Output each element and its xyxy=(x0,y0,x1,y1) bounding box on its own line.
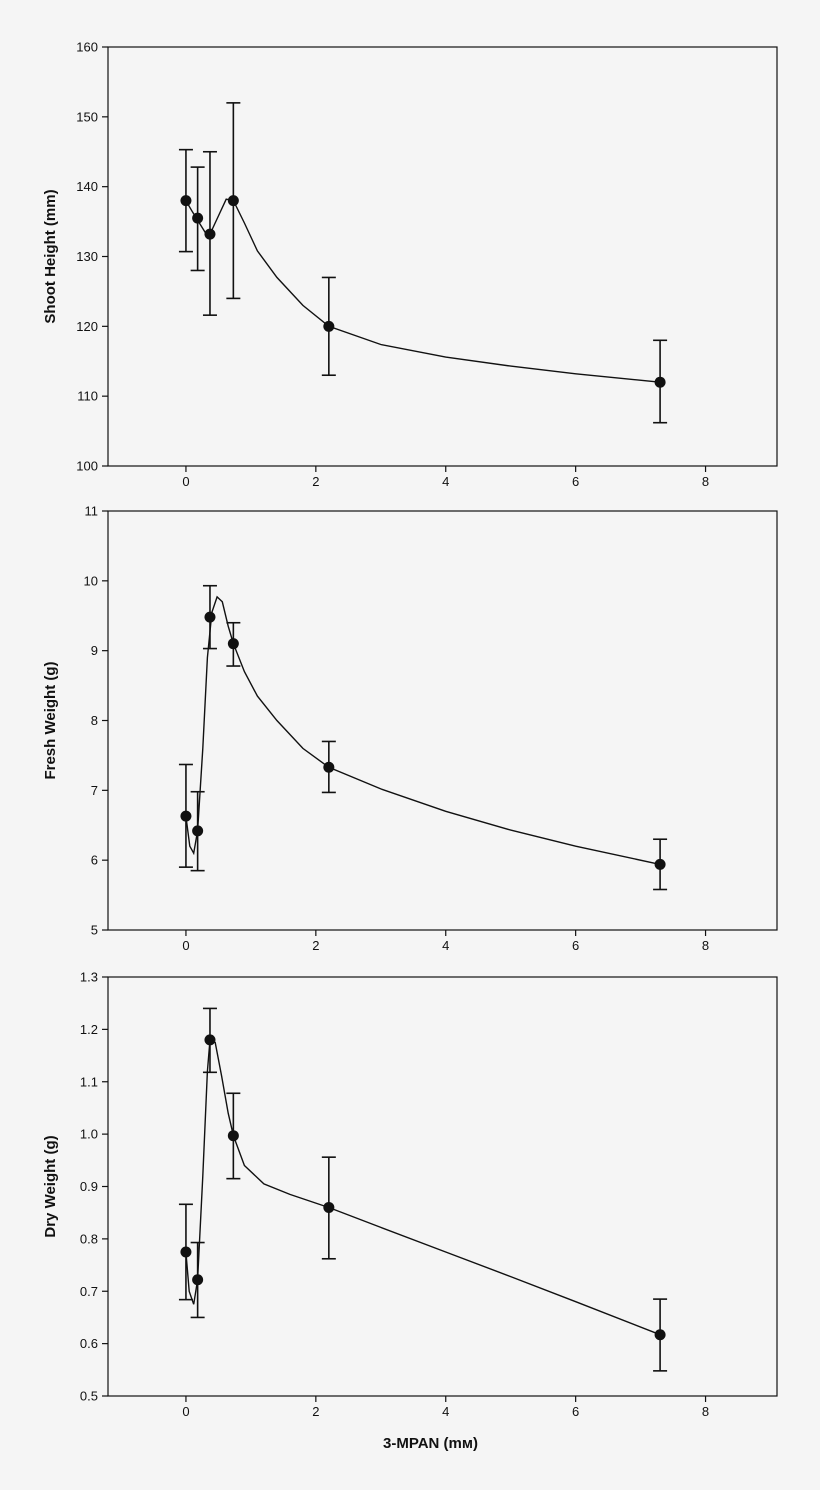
y-tick-label: 0.8 xyxy=(80,1231,98,1246)
y-tick-label: 1.0 xyxy=(80,1127,98,1142)
x-tick-label: 2 xyxy=(312,474,319,489)
y-tick-label: 6 xyxy=(91,853,98,868)
y-tick-label: 120 xyxy=(76,319,98,334)
data-point xyxy=(654,1329,666,1341)
y-tick-label: 5 xyxy=(91,923,98,938)
y-tick-label: 8 xyxy=(91,713,98,728)
plot-frame xyxy=(107,46,778,467)
data-point xyxy=(654,376,666,388)
data-point xyxy=(180,195,192,207)
x-tick-label: 8 xyxy=(702,938,709,953)
y-tick-label: 0.5 xyxy=(80,1389,98,1404)
y-tick-label: 7 xyxy=(91,783,98,798)
y-tick-label: 1.1 xyxy=(80,1074,98,1089)
x-tick-label: 0 xyxy=(182,1404,189,1419)
data-point xyxy=(654,858,666,870)
x-tick-label: 6 xyxy=(572,1404,579,1419)
y-tick-label: 0.7 xyxy=(80,1284,98,1299)
x-axis-label: 3-MPAN (mм) xyxy=(383,1435,478,1452)
y-tick-label: 140 xyxy=(76,179,98,194)
data-point xyxy=(192,825,204,837)
x-tick-label: 0 xyxy=(182,938,189,953)
y-tick-label: 1.2 xyxy=(80,1022,98,1037)
x-tick-label: 6 xyxy=(572,938,579,953)
data-point xyxy=(204,1034,216,1046)
plot-frame xyxy=(107,510,778,931)
y-tick-label: 11 xyxy=(85,504,99,519)
data-point xyxy=(227,195,239,207)
data-point xyxy=(180,1246,192,1258)
data-point xyxy=(323,320,335,332)
y-tick-label: 160 xyxy=(76,40,98,55)
y-tick-label: 1.3 xyxy=(80,970,98,985)
fit-curve xyxy=(185,1038,661,1336)
x-tick-label: 2 xyxy=(312,938,319,953)
y-tick-label: 0.9 xyxy=(80,1179,98,1194)
fit-curve xyxy=(185,198,661,383)
y-axis-label: Dry Weight (g) xyxy=(42,1135,59,1237)
x-tick-label: 0 xyxy=(182,474,189,489)
x-tick-label: 4 xyxy=(442,1404,449,1419)
data-point xyxy=(204,228,216,240)
y-axis-label: Shoot Height (mm) xyxy=(42,189,59,323)
data-point xyxy=(192,1274,204,1286)
x-tick-label: 4 xyxy=(442,474,449,489)
data-point xyxy=(227,638,239,650)
x-tick-label: 2 xyxy=(312,1404,319,1419)
fit-curve xyxy=(185,595,661,866)
data-point xyxy=(192,212,204,224)
x-tick-label: 8 xyxy=(702,1404,709,1419)
x-tick-label: 4 xyxy=(442,938,449,953)
y-tick-label: 130 xyxy=(76,249,98,264)
data-point xyxy=(323,761,335,773)
x-tick-label: 6 xyxy=(572,474,579,489)
y-tick-label: 110 xyxy=(77,389,98,404)
y-tick-label: 150 xyxy=(76,109,98,124)
panel-2: 5 6 7 8 9 10 11 0 2 4 6 8 Fresh Weight (g) xyxy=(42,504,778,953)
panel-1: 100 110 120 130 140 150 160 0 2 4 6 8 Shoot Height (… xyxy=(42,40,778,489)
x-tick-label: 8 xyxy=(702,474,709,489)
data-point xyxy=(323,1201,335,1213)
panel-3: 0.5 0.6 0.7 0.8 0.9 1.0 1.1 1.2 1.3 0 2 4 6 8 Dry Weig… xyxy=(42,970,778,1452)
y-tick-label: 9 xyxy=(91,643,98,658)
y-tick-label: 10 xyxy=(84,573,98,588)
data-point xyxy=(180,810,192,822)
data-point xyxy=(204,611,216,623)
y-tick-label: 0.6 xyxy=(80,1336,98,1351)
y-axis-label: Fresh Weight (g) xyxy=(42,661,59,779)
y-tick-label: 100 xyxy=(76,459,98,474)
data-point xyxy=(227,1130,239,1142)
